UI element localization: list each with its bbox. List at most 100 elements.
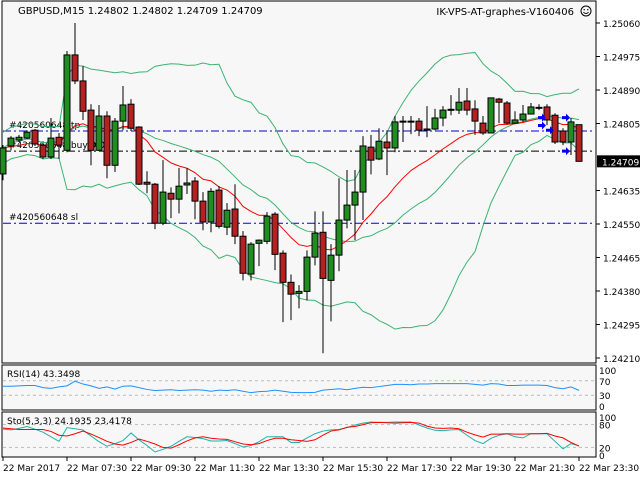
candle — [495, 97, 503, 124]
candle — [551, 113, 559, 144]
trade-arrow-icon — [562, 147, 570, 156]
candle — [199, 192, 207, 231]
candle-body — [447, 108, 455, 111]
candle-body — [271, 213, 279, 255]
candle — [367, 134, 375, 175]
candle — [375, 128, 383, 161]
candle-body — [79, 80, 87, 112]
order-line-label: #420560648 sl — [9, 213, 78, 223]
time-tick-label: 22 Mar 21:30 — [515, 464, 575, 474]
candle — [191, 177, 199, 220]
current-price-badge — [597, 155, 640, 168]
candle — [167, 187, 175, 219]
candle-body — [223, 209, 231, 228]
candle-body — [239, 235, 247, 274]
candle-body — [479, 122, 487, 134]
candle-body — [119, 104, 127, 122]
candle — [103, 111, 111, 179]
price-tick-label: 1.24210 — [603, 355, 640, 365]
indicator-level-label: 20 — [599, 444, 611, 454]
price-tick-label: 1.24465 — [603, 255, 640, 265]
candle-body — [495, 98, 503, 103]
candle-body — [103, 115, 111, 166]
candle-body — [335, 219, 343, 256]
candle-body — [503, 102, 511, 124]
candle-body — [159, 191, 167, 224]
candle-body — [279, 252, 287, 283]
indicator-level-label: 0 — [599, 403, 605, 413]
time-tick-label: 22 Mar 11:30 — [195, 464, 255, 474]
candle — [335, 178, 343, 272]
stoch-signal-line — [2, 421, 580, 449]
candlesticks — [0, 23, 583, 354]
candle-body — [255, 239, 263, 244]
candle-body — [423, 128, 431, 131]
candle — [111, 117, 119, 172]
candle — [431, 108, 439, 131]
price-axis[interactable]: 1.25060 1.24975 1.24890 1.24805 1.24635 1.245… — [596, 20, 640, 365]
candle-body — [367, 146, 375, 161]
candle — [287, 274, 295, 321]
candle-body — [87, 109, 95, 151]
candle — [7, 136, 15, 151]
candle — [271, 212, 279, 271]
candle — [535, 104, 543, 111]
price-tick-label: 1.24635 — [603, 188, 640, 198]
candle-body — [431, 117, 439, 130]
indicator-level-label: 100 — [599, 367, 616, 377]
candle — [439, 106, 447, 127]
expert-advisor-label: IK-VPS-AT-graphes-V160406 — [436, 7, 574, 18]
indicator-level-label: 70 — [599, 378, 611, 388]
candle-body — [327, 254, 335, 281]
time-axis[interactable]: 22 Mar 2017 22 Mar 07:30 22 Mar 09:30 22 Ma… — [2, 457, 639, 474]
candle — [31, 129, 39, 146]
candle — [135, 126, 143, 185]
candle — [559, 128, 567, 146]
candle-body — [415, 120, 423, 131]
candle-body — [143, 181, 151, 185]
candle — [415, 117, 423, 137]
candle-body — [39, 144, 47, 158]
candle — [0, 145, 7, 181]
candle-body — [567, 121, 575, 143]
candle-body — [135, 126, 143, 185]
bollinger-upper-band — [2, 52, 580, 182]
time-tick-label: 22 Mar 17:30 — [387, 464, 447, 474]
candle — [543, 104, 551, 126]
candle-body — [215, 189, 223, 227]
price-tick-label: 1.24890 — [603, 87, 640, 97]
candle — [351, 170, 359, 241]
price-tick-label: 1.24550 — [603, 221, 640, 231]
rsi-panel[interactable] — [1, 364, 597, 411]
main-price-panel[interactable] — [1, 0, 597, 364]
candle-body — [519, 113, 527, 121]
candle — [303, 250, 311, 301]
candle — [343, 170, 351, 229]
trade-markers — [538, 113, 570, 156]
candle — [55, 132, 63, 159]
candle — [407, 116, 415, 135]
candle-body — [47, 137, 55, 158]
candle — [47, 117, 55, 159]
candle — [423, 106, 431, 138]
smiley-icon[interactable] — [580, 5, 592, 17]
candle — [527, 103, 535, 115]
candle-body — [463, 100, 471, 111]
candle — [215, 186, 223, 229]
rsi-label: RSI(14) 43.3498 — [7, 370, 80, 380]
candle-body — [407, 120, 415, 123]
candle — [479, 116, 487, 135]
candle — [175, 168, 183, 214]
candle-body — [543, 106, 551, 121]
trade-arrow-icon — [538, 113, 546, 122]
candle — [575, 124, 583, 162]
candle-body — [175, 185, 183, 200]
candle-body — [399, 120, 407, 123]
candle — [455, 88, 463, 115]
candle — [207, 188, 215, 233]
candle — [359, 136, 367, 221]
candle-body — [383, 141, 391, 149]
price-tick-label: 1.24380 — [603, 288, 640, 298]
